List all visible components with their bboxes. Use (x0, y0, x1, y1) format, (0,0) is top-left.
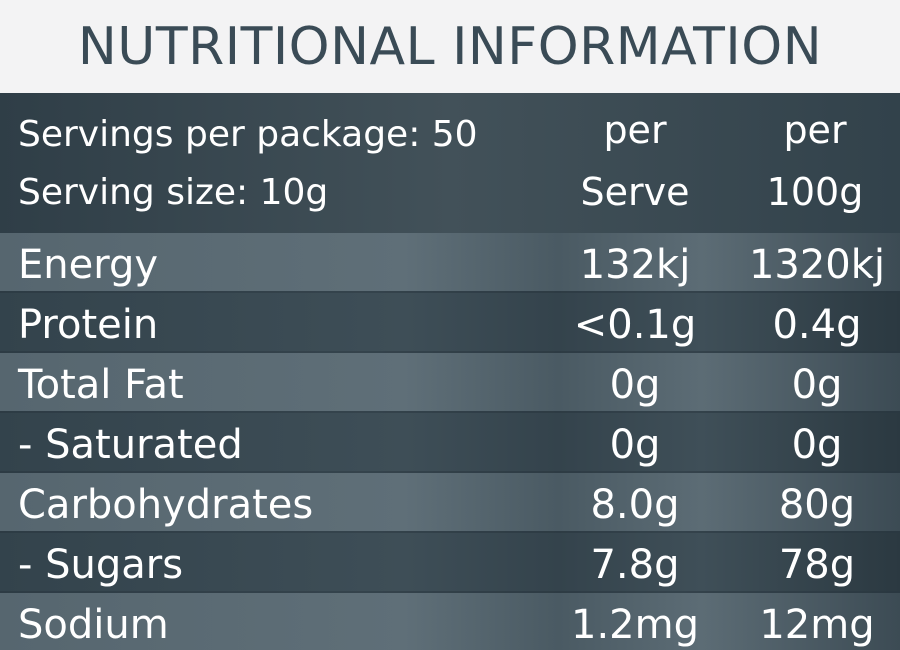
nutrient-label: Energy (18, 242, 159, 288)
row-divider (0, 351, 900, 353)
per-serve-header-line2: Serve (580, 170, 690, 214)
table-row: - Sugars 7.8g 78g (0, 533, 900, 591)
per-serve-value: 0g (609, 422, 661, 468)
per-100g-value: 78g (778, 542, 856, 588)
per-100g-value: 0g (791, 422, 843, 468)
per-100g-value: 1320kj (748, 242, 886, 288)
per-100g-value: 0.4g (772, 302, 862, 348)
page-title: NUTRITIONAL INFORMATION (0, 0, 900, 93)
per-serve-value: <0.1g (573, 302, 697, 348)
nutrient-label: Sodium (18, 602, 169, 648)
per-100g-value: 80g (778, 482, 856, 528)
table-row: - Saturated 0g 0g (0, 413, 900, 471)
per-serve-header-line1: per (603, 108, 667, 152)
nutrient-label: Protein (18, 302, 159, 348)
table-row: Energy 132kj 1320kj (0, 233, 900, 291)
per-100g-value: 0g (791, 362, 843, 408)
nutrient-label: Total Fat (18, 362, 184, 408)
row-divider (0, 471, 900, 473)
per-serve-value: 0g (609, 362, 661, 408)
per-serve-value: 7.8g (590, 542, 680, 588)
per-100g-header-line2: 100g (766, 170, 864, 214)
table-row: Carbohydrates 8.0g 80g (0, 473, 900, 531)
serving-size: Serving size: 10g (18, 172, 329, 213)
per-serve-value: 8.0g (590, 482, 680, 528)
row-divider (0, 591, 900, 593)
table-row: Protein <0.1g 0.4g (0, 293, 900, 351)
nutrition-table: Servings per package: 50 Serving size: 1… (0, 93, 900, 650)
nutrient-label: - Saturated (18, 422, 243, 468)
table-row: Sodium 1.2mg 12mg (0, 593, 900, 650)
row-divider (0, 531, 900, 533)
per-serve-value: 132kj (579, 242, 691, 288)
nutrient-label: - Sugars (18, 542, 184, 588)
nutrient-label: Carbohydrates (18, 482, 314, 528)
per-serve-value: 1.2mg (571, 602, 699, 648)
servings-per-package: Servings per package: 50 (18, 114, 478, 155)
table-row: Total Fat 0g 0g (0, 353, 900, 411)
table-header: Servings per package: 50 Serving size: 1… (0, 93, 900, 233)
row-divider (0, 411, 900, 413)
per-100g-header-line1: per (783, 108, 847, 152)
row-divider (0, 291, 900, 293)
per-100g-value: 12mg (759, 602, 875, 648)
